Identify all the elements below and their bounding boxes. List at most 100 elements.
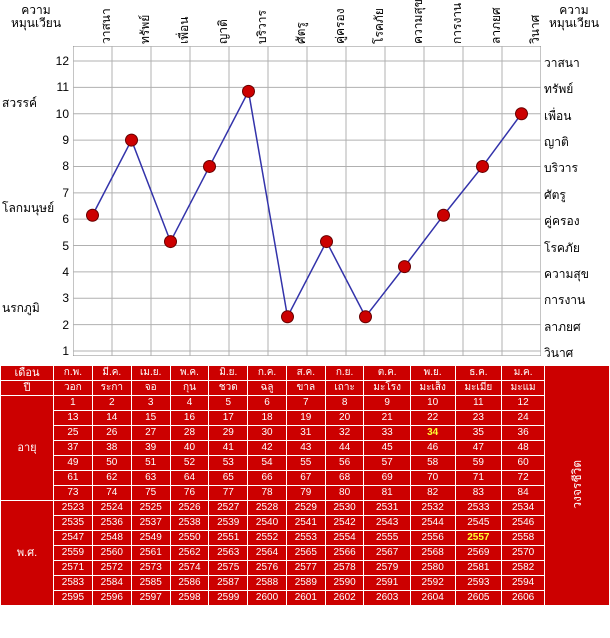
age-cell: 3 [131,396,170,411]
right-category-label: วินาศ [544,344,604,363]
age-cell: 26 [92,426,131,441]
age-cell: 82 [410,486,455,501]
age-cell: 69 [364,471,410,486]
age-cell: 68 [325,471,364,486]
year-cell: 2539 [209,516,248,531]
right-category-label: การงาน [544,291,604,310]
age-cell: 55 [286,456,325,471]
year-cell: 2555 [364,531,410,546]
age-cell: 16 [170,411,209,426]
x-category-label: วาสนา [97,5,116,44]
age-cell: 58 [410,456,455,471]
chart-region: ความ หมุนเวียน ความ หมุนเวียน วาสนาทรัพย… [0,0,610,365]
year-cell: 2565 [286,546,325,561]
year-cell: 2594 [502,576,545,591]
year-cell: 2573 [131,561,170,576]
year-cell: 2531 [364,501,410,516]
year-cell: 2559 [54,546,93,561]
age-cell: 38 [92,441,131,456]
year-cell: 2567 [364,546,410,561]
y-tick: 7 [49,186,69,200]
age-cell: 79 [286,486,325,501]
age-cell: 80 [325,486,364,501]
month-cell: ต.ค. [364,366,410,381]
age-cell: 8 [325,396,364,411]
zodiac-cell: ชวด [209,381,248,396]
month-cell: ส.ค. [286,366,325,381]
month-cell: ก.ค. [248,366,287,381]
row-header-month: เดือน [1,366,54,381]
age-cell: 41 [209,441,248,456]
year-cell: 2603 [364,591,410,606]
year-cell: 2589 [286,576,325,591]
year-cell: 2562 [170,546,209,561]
year-cell: 2543 [364,516,410,531]
age-cell: 22 [410,411,455,426]
year-cell: 2548 [92,531,131,546]
age-cell: 18 [248,411,287,426]
month-cell: มิ.ย. [209,366,248,381]
year-cell: 2602 [325,591,364,606]
year-cell: 2544 [410,516,455,531]
age-cell: 66 [248,471,287,486]
age-cell: 17 [209,411,248,426]
y-tick: 1 [49,344,69,358]
year-cell: 2549 [131,531,170,546]
year-cell: 2571 [54,561,93,576]
age-cell: 75 [131,486,170,501]
age-cell: 52 [170,456,209,471]
age-cell: 11 [455,396,502,411]
right-category-label: โรคภัย [544,239,604,258]
x-category-label: ศัตรู [292,5,311,44]
y-tick: 11 [49,80,69,94]
year-cell: 2599 [209,591,248,606]
row-header-age: อายุ [1,396,54,501]
year-cell: 2538 [170,516,209,531]
year-cell: 2540 [248,516,287,531]
age-cell: 54 [248,456,287,471]
year-cell: 2546 [502,516,545,531]
age-cell: 29 [209,426,248,441]
zodiac-cell: มะแม [502,381,545,396]
year-cell: 2584 [92,576,131,591]
life-cycle-side-label: วงจรชีวิต [545,366,610,606]
cycle-label-right: ความ หมุนเวียน [544,4,604,30]
age-cell: 39 [131,441,170,456]
year-cell: 2605 [455,591,502,606]
year-cell: 2587 [209,576,248,591]
x-category-label: บริวาร [253,5,272,44]
age-cell: 59 [455,456,502,471]
zodiac-cell: ฉลู [248,381,287,396]
age-cell: 36 [502,426,545,441]
age-cell: 78 [248,486,287,501]
year-cell: 2569 [455,546,502,561]
age-cell: 73 [54,486,93,501]
year-cell: 2578 [325,561,364,576]
year-cell: 2568 [410,546,455,561]
year-cell: 2529 [286,501,325,516]
age-cell: 48 [502,441,545,456]
year-cell: 2547 [54,531,93,546]
x-category-label: ทรัพย์ [136,5,155,44]
year-cell: 2570 [502,546,545,561]
age-cell: 53 [209,456,248,471]
zodiac-cell: มะเมีย [455,381,502,396]
y-tick: 12 [49,54,69,68]
year-cell: 2532 [410,501,455,516]
age-cell: 81 [364,486,410,501]
age-cell: 6 [248,396,287,411]
year-cell: 2526 [170,501,209,516]
year-cell: 2595 [54,591,93,606]
age-cell: 4 [170,396,209,411]
year-cell: 2563 [209,546,248,561]
age-cell: 72 [502,471,545,486]
year-cell: 2534 [502,501,545,516]
year-cell: 2551 [209,531,248,546]
age-cell: 9 [364,396,410,411]
age-cell: 62 [92,471,131,486]
year-cell: 2523 [54,501,93,516]
age-cell: 23 [455,411,502,426]
age-cell: 30 [248,426,287,441]
year-cell: 2592 [410,576,455,591]
age-cell: 51 [131,456,170,471]
